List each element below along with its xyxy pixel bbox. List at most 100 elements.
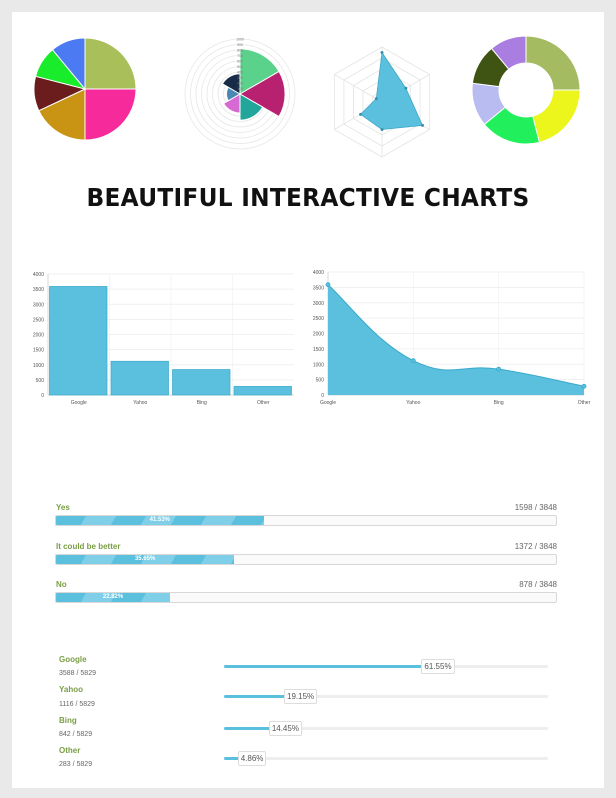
area-chart[interactable]: 0 500 1000 1500 2000 2500 3000 3500 4000 Google Ya…	[306, 264, 598, 412]
survey-percent: 41.53%	[149, 517, 170, 523]
survey-label-could-be-better: It could be better	[56, 542, 121, 551]
y-tick-label: 3000	[33, 302, 44, 308]
doughnut-chart[interactable]	[470, 34, 582, 146]
y-tick-label: 1500	[313, 347, 324, 353]
polar-grid-ring	[190, 44, 290, 144]
y-tick-label: 4000	[313, 270, 324, 276]
polar-tick-label: 500	[237, 65, 243, 69]
engine-count-google: 3588 / 5829	[59, 670, 96, 677]
x-tick-label: Other	[578, 400, 591, 406]
y-tick-label: 2000	[33, 333, 44, 339]
area-point	[496, 366, 502, 372]
polar-tick-label: 400	[237, 71, 243, 75]
survey-count-yes: 1598 / 3848	[514, 503, 557, 512]
polar-tick-label: 300	[237, 76, 243, 80]
pie-slice-0	[84, 37, 137, 90]
polar-tick-label: 600	[237, 60, 243, 64]
bar-yahoo	[110, 360, 169, 396]
engine-name-bing: Bing	[59, 716, 77, 725]
engine-fill	[224, 665, 424, 668]
engine-bar-other[interactable]: 4.86%	[224, 751, 548, 766]
pie-slice-0	[525, 35, 581, 91]
y-tick-label: 2500	[33, 317, 44, 323]
engine-percent-badge: 19.15%	[284, 689, 318, 704]
y-tick-label: 1000	[313, 362, 324, 368]
survey-fill: 35.65%	[56, 555, 235, 564]
survey-percent: 22.82%	[102, 594, 124, 600]
polar-slice-2	[239, 93, 264, 121]
y-tick-label: 3000	[313, 301, 324, 307]
x-tick-label: Google	[71, 400, 87, 406]
x-tick-label: Yahoo	[133, 400, 147, 406]
y-tick-label: 4000	[33, 272, 44, 278]
content-panel	[12, 12, 604, 788]
engine-count-bing: 842 / 5829	[59, 731, 93, 738]
survey-percent: 35.65%	[134, 556, 156, 562]
polar-tick-label: 700	[237, 54, 243, 58]
survey-count-could-be-better: 1372 / 3848	[514, 542, 557, 551]
y-tick-label: 0	[41, 393, 44, 399]
area-point	[410, 358, 416, 364]
polar-grid-ring	[184, 38, 296, 150]
y-tick-label: 500	[316, 378, 325, 384]
y-tick-label: 3500	[33, 287, 44, 293]
survey-bar-no[interactable]: 22.82%	[55, 592, 557, 603]
polar-tick-label: 200	[237, 82, 243, 86]
bar-chart[interactable]: 0 500 1000 1500 2000 2500 3000 3500 4000 Google Ya…	[24, 266, 298, 412]
survey-fill: 22.82%	[56, 593, 171, 602]
engine-bar-google[interactable]: 61.55%	[224, 659, 548, 674]
bar-google	[49, 286, 108, 396]
y-tick-label: 2000	[313, 332, 324, 338]
radar-point	[404, 86, 408, 90]
y-tick-label: 3500	[313, 285, 324, 291]
radar-spoke	[334, 74, 383, 103]
x-tick-label: Google	[320, 400, 336, 406]
survey-fill: 41.53%	[56, 516, 264, 525]
pie-slice-5	[51, 37, 86, 91]
radar-area	[359, 51, 424, 130]
engine-fill	[224, 695, 287, 698]
polar-slice-0	[239, 48, 280, 95]
area-point	[325, 282, 331, 288]
survey-label-no: No	[56, 580, 67, 589]
x-tick-label: Bing	[197, 400, 207, 406]
polar-slice-3	[222, 93, 241, 114]
y-tick-label: 500	[36, 378, 45, 384]
polar-slice-1	[239, 70, 286, 118]
radar-chart[interactable]	[330, 40, 440, 162]
pie-chart[interactable]	[30, 34, 140, 144]
survey-label-yes: Yes	[56, 503, 70, 512]
y-tick-label: 1500	[33, 348, 44, 354]
bar-other	[233, 386, 292, 396]
polar-tick-label: 100	[237, 87, 243, 91]
engine-percent-badge: 14.45%	[268, 721, 302, 736]
survey-bar-could-be-better[interactable]: 35.65%	[55, 554, 557, 565]
bar-bing	[172, 369, 231, 396]
engine-name-yahoo: Yahoo	[59, 685, 84, 694]
radar-point	[374, 97, 378, 101]
x-tick-label: Other	[257, 400, 270, 406]
area-line	[327, 284, 585, 387]
survey-bar-yes[interactable]: 41.53%	[55, 515, 557, 526]
x-tick-label: Bing	[494, 400, 504, 406]
polar-tick-label: 900	[237, 43, 243, 47]
x-tick-label: Yahoo	[406, 400, 420, 406]
radar-point	[420, 123, 424, 127]
y-tick-label: 2500	[313, 316, 324, 322]
engine-bar-yahoo[interactable]: 19.15%	[224, 689, 548, 704]
engine-fill	[224, 727, 271, 730]
radar-point	[380, 128, 384, 131]
engine-percent-badge: 4.86%	[237, 751, 267, 766]
area-fill	[328, 284, 584, 395]
engine-percent-badge: 61.55%	[421, 659, 455, 674]
y-tick-label: 0	[321, 393, 324, 399]
radar-point	[359, 112, 363, 116]
polar-tick-label: 800	[237, 49, 243, 53]
engine-count-other: 283 / 5829	[59, 761, 93, 768]
engine-bar-bing[interactable]: 14.45%	[224, 721, 548, 736]
engine-name-other: Other	[59, 746, 81, 755]
engine-count-yahoo: 1116 / 5829	[59, 701, 95, 708]
pie-slice-1	[532, 89, 581, 143]
page-title: BEAUTIFUL INTERACTIVE CHARTS	[86, 183, 530, 212]
